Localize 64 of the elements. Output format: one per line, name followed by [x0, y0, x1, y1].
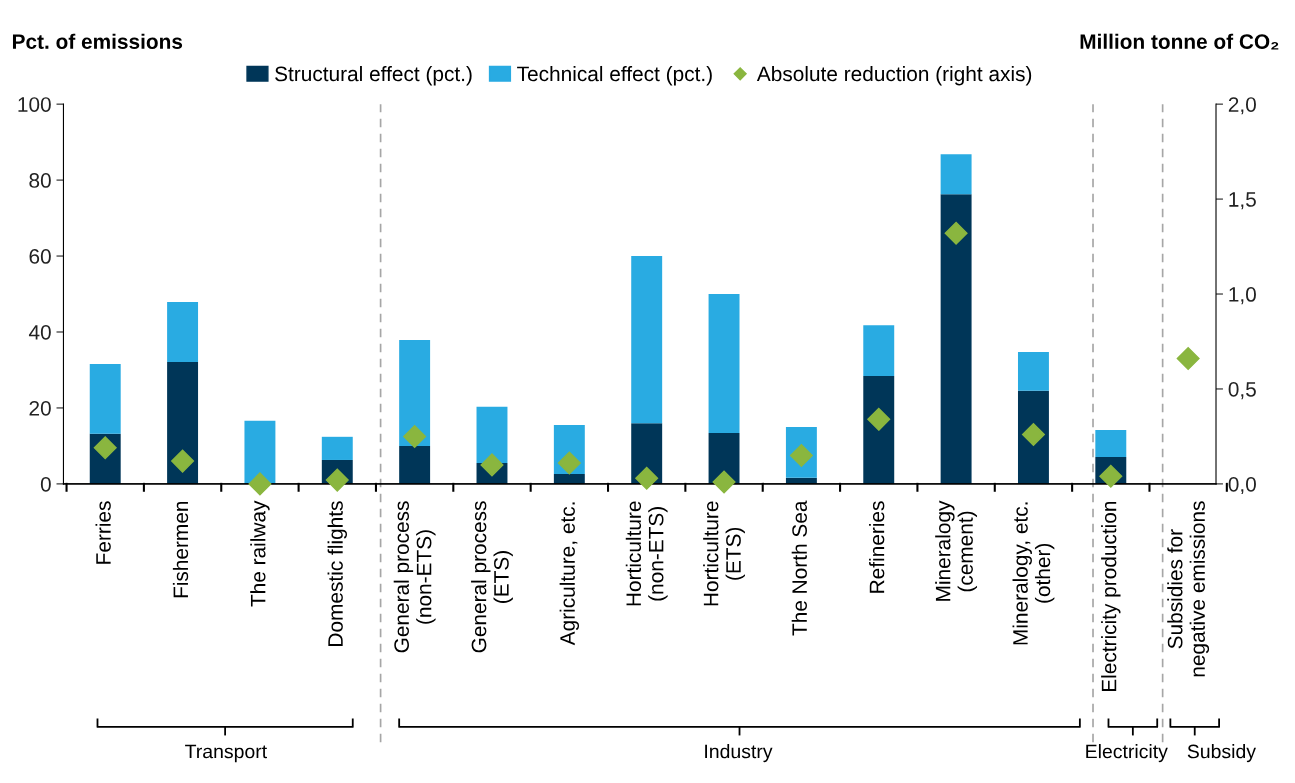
text: Industry — [705, 744, 773, 763]
bar — [708, 294, 740, 434]
legend-label: Structural effect (pct.) — [275, 65, 472, 86]
legend-label: Technical effect (pct.) — [517, 65, 712, 86]
x-tick-label: Horticulture (ETS) — [703, 501, 745, 606]
point — [248, 472, 272, 496]
point — [557, 451, 581, 475]
point — [712, 470, 736, 494]
point — [480, 453, 504, 477]
point — [867, 407, 891, 431]
x-tick-label: Mineralogy, etc. (other) — [1012, 502, 1055, 645]
y2-tick-label: 0,5 — [1228, 381, 1256, 400]
x-tick-label: Horticulture (non-ETS) — [625, 501, 668, 606]
bar — [89, 363, 121, 434]
text: Transport — [185, 744, 267, 763]
y-tick-label: 60 — [29, 249, 51, 264]
x-tick-label: Ferries — [95, 501, 111, 564]
y-axis-title: Pct. of emissions — [12, 33, 183, 49]
bar — [1095, 429, 1127, 457]
text: Subsidy — [1187, 744, 1256, 763]
bar — [553, 474, 585, 484]
y2-tick-label: 1,0 — [1229, 287, 1256, 305]
bar — [940, 194, 972, 484]
y-tick-label: 100 — [18, 97, 51, 112]
bar — [321, 436, 353, 460]
text: Electricity — [1086, 744, 1168, 763]
point — [403, 424, 427, 448]
bar — [863, 325, 895, 377]
point — [1176, 347, 1200, 371]
bar — [940, 154, 972, 195]
x-tick-label: Agriculture, etc. — [559, 502, 580, 646]
y2-axis-title: Million tonne of CO₂ — [1080, 33, 1279, 50]
y2-tick-label: 2,0 — [1228, 97, 1256, 115]
bar — [863, 376, 895, 484]
x-tick-label: General process (non-ETS) — [393, 501, 436, 653]
y2-tick-label: 0,0 — [1228, 476, 1256, 495]
point — [944, 221, 968, 245]
point — [171, 449, 195, 473]
bar — [1017, 390, 1049, 484]
bar — [167, 361, 199, 484]
x-tick-label: The North Sea — [791, 500, 807, 636]
bar — [167, 301, 199, 362]
bar — [399, 339, 431, 446]
y-tick-label: 0 — [40, 476, 51, 492]
bar — [631, 256, 663, 424]
x-tick-label: Electricity production — [1101, 501, 1121, 692]
y2-tick-label: 1,5 — [1229, 192, 1256, 210]
x-tick-label: Subsidies for negative emissions — [1167, 501, 1210, 677]
x-tick-label: Fishermen — [172, 501, 189, 598]
bar — [399, 445, 431, 484]
point — [635, 466, 659, 490]
x-tick-label: Refineries — [869, 501, 885, 593]
y-tick-label: 40 — [28, 324, 51, 340]
bar — [244, 420, 276, 484]
x-tick-label: General process (ETS) — [471, 501, 513, 653]
bar — [476, 406, 508, 464]
x-tick-label: Mineralogy (cement) — [935, 500, 978, 601]
y-tick-label: 80 — [29, 173, 51, 188]
legend-label: Absolute reduction (right axis) — [756, 65, 1032, 86]
y-tick-label: 20 — [29, 400, 51, 416]
x-tick-label: The railway — [250, 500, 270, 607]
bar — [1017, 352, 1049, 391]
x-tick-label: Domestic flights — [327, 501, 347, 646]
point — [325, 468, 349, 492]
